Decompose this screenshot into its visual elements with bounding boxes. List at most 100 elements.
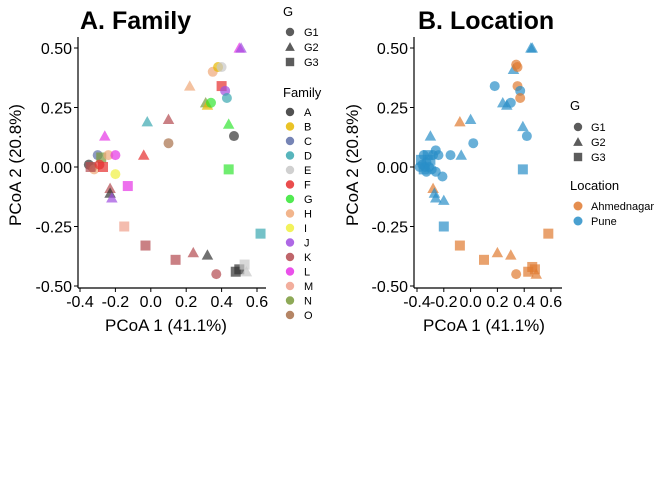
data-point bbox=[445, 150, 456, 161]
x-tick-label: -0.4 bbox=[66, 294, 94, 311]
legend-g-items: G1 G2 G3 bbox=[285, 27, 319, 69]
data-point bbox=[455, 149, 467, 160]
data-point bbox=[437, 171, 448, 182]
x-tick-label: -0.2 bbox=[430, 294, 458, 311]
legend-location-title: Location bbox=[570, 178, 619, 193]
legend-family-symbol bbox=[285, 238, 295, 247]
data-point bbox=[491, 246, 504, 258]
data-point bbox=[433, 150, 444, 161]
panel-b-title: B. Location bbox=[418, 7, 554, 35]
data-point bbox=[521, 131, 532, 142]
x-tick-label: 0.6 bbox=[246, 294, 268, 311]
data-point bbox=[119, 221, 130, 232]
legend-family-label: A bbox=[304, 107, 312, 119]
legend-g-label: G1 bbox=[304, 27, 319, 39]
data-point bbox=[140, 240, 151, 251]
y-tick-label: 0.25 bbox=[41, 101, 72, 118]
data-point bbox=[110, 169, 121, 180]
data-point bbox=[211, 269, 222, 280]
data-point bbox=[235, 42, 247, 53]
x-tick-label: 0.6 bbox=[540, 294, 562, 311]
data-point bbox=[240, 265, 253, 277]
legend-g-title: G bbox=[283, 4, 293, 19]
panel-family: A. Family PCoA 2 (20.8%) PCoA 1 (41.1%) … bbox=[6, 7, 268, 335]
legend-family-symbol bbox=[285, 122, 295, 131]
y-tick-label: -0.25 bbox=[372, 220, 409, 237]
panel-a-points bbox=[83, 42, 266, 280]
legend-location-label: Ahmednagar bbox=[591, 201, 654, 213]
legend-g-label: G3 bbox=[304, 57, 319, 69]
legend-b-g-title: G bbox=[570, 98, 580, 113]
data-point bbox=[512, 62, 523, 73]
data-point bbox=[99, 130, 111, 141]
data-point bbox=[517, 120, 529, 132]
x-tick-label: 0.0 bbox=[459, 294, 481, 311]
legend-location-symbol bbox=[573, 201, 583, 211]
legend-g-label: G2 bbox=[591, 137, 606, 149]
data-point bbox=[216, 62, 227, 73]
legend-family-symbol bbox=[285, 136, 295, 146]
y-tick-label: -0.25 bbox=[36, 220, 73, 237]
data-point bbox=[85, 162, 96, 172]
y-tick-label: -0.50 bbox=[36, 279, 73, 296]
data-point bbox=[425, 154, 436, 165]
legend-family-symbol bbox=[285, 223, 295, 233]
x-tick-label: 0.4 bbox=[210, 294, 232, 311]
data-point bbox=[515, 92, 526, 103]
data-point bbox=[96, 152, 107, 163]
legend-location-items: Ahmednagar Pune bbox=[573, 201, 654, 228]
y-tick-label: 0.00 bbox=[377, 160, 408, 177]
legend-location-symbol bbox=[573, 216, 583, 226]
legend-family-label: M bbox=[304, 281, 313, 293]
data-point bbox=[106, 192, 118, 203]
panel-b-axes: -0.4 -0.2 0.0 0.2 0.4 0.6 -0.50 -0.25 0.00 0.25 0.… bbox=[372, 37, 562, 311]
legend-family-symbol bbox=[285, 310, 295, 320]
legend-family-symbol bbox=[285, 296, 295, 305]
data-point bbox=[454, 116, 466, 127]
data-point bbox=[162, 113, 175, 124]
panel-a-y-label: PCoA 2 (20.8%) bbox=[6, 104, 25, 226]
legend-family-label: C bbox=[304, 136, 312, 148]
legend-family-label: E bbox=[304, 165, 311, 177]
data-point bbox=[530, 268, 543, 279]
legend-g-symbol bbox=[285, 57, 295, 67]
panel-b-points bbox=[414, 42, 554, 280]
panel-a-axes: -0.4 -0.2 0.0 0.2 0.4 0.6 -0.50 -0.25 0.00 0.25 0.… bbox=[36, 37, 268, 311]
legend-family-symbol bbox=[285, 180, 295, 189]
data-point bbox=[228, 131, 239, 142]
x-tick-label: 0.2 bbox=[486, 294, 508, 311]
y-tick-label: 0.50 bbox=[41, 41, 72, 58]
data-point bbox=[187, 246, 200, 258]
legend-g-label: G3 bbox=[591, 152, 606, 164]
data-point bbox=[517, 164, 528, 175]
legend-family-symbol bbox=[285, 281, 295, 291]
legend-family-title: Family bbox=[283, 85, 322, 100]
data-point bbox=[505, 249, 517, 260]
data-point bbox=[223, 164, 234, 175]
data-point bbox=[438, 221, 449, 232]
data-point bbox=[515, 85, 526, 96]
data-point bbox=[239, 259, 250, 270]
x-tick-label: -0.4 bbox=[403, 294, 431, 311]
legend-family-label: B bbox=[304, 122, 311, 134]
data-point bbox=[430, 192, 442, 203]
data-point bbox=[205, 97, 216, 108]
legend-family-label: I bbox=[304, 223, 307, 235]
legend-family-label: H bbox=[304, 209, 312, 221]
data-point bbox=[505, 97, 516, 108]
data-point bbox=[479, 254, 489, 265]
panel-a-title: A. Family bbox=[80, 7, 191, 35]
legend-family-label: J bbox=[304, 238, 310, 250]
legend-family-label: L bbox=[304, 267, 310, 279]
data-point bbox=[183, 80, 196, 91]
data-point bbox=[464, 113, 477, 124]
x-tick-label: 0.4 bbox=[513, 294, 535, 311]
data-point bbox=[141, 116, 154, 127]
legend-family-label: F bbox=[304, 180, 311, 192]
legend-g-symbol bbox=[573, 137, 583, 146]
legend-g-label: G1 bbox=[591, 122, 606, 134]
panel-b-x-label: PCoA 1 (41.1%) bbox=[423, 316, 545, 335]
legend-g-label: G2 bbox=[304, 42, 319, 54]
